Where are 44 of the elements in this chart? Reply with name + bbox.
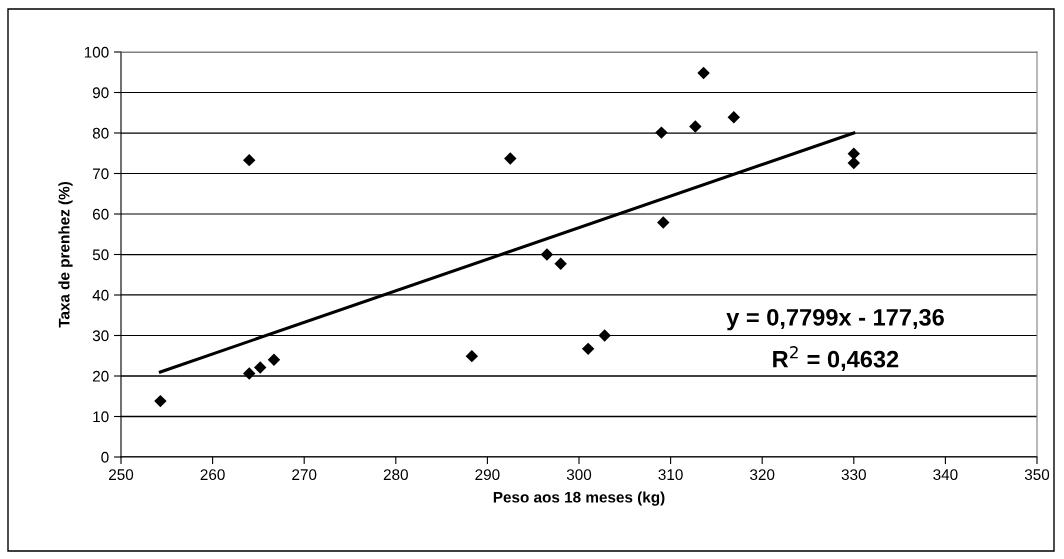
y-tick-label: 80 <box>92 127 109 139</box>
x-tick-label: 340 <box>933 469 958 481</box>
y-tick-label: 90 <box>92 87 109 99</box>
point <box>847 147 861 160</box>
annotation: y = 0,7799x - 177,36 <box>726 308 944 331</box>
point <box>847 156 861 170</box>
point <box>465 349 479 363</box>
point <box>581 342 595 356</box>
point <box>697 66 710 80</box>
point <box>655 126 668 139</box>
y-tick-label: 10 <box>93 411 109 423</box>
x-tick-label: 260 <box>200 469 225 481</box>
y-tick-label: 0 <box>101 451 109 463</box>
y-tick-label: 30 <box>92 330 109 342</box>
point <box>267 353 281 367</box>
point <box>598 329 611 342</box>
point <box>554 257 567 271</box>
x-tick-label: 320 <box>750 469 775 481</box>
point <box>727 110 741 124</box>
annotation: R$^{2}$ = 0,4632 <box>773 346 899 372</box>
x-tick-label: 270 <box>292 469 317 481</box>
x-tick-label: 280 <box>383 469 408 481</box>
y-tick-label: 40 <box>92 289 109 301</box>
y-tick-label: 100 <box>84 46 109 58</box>
y-axis-title: Taxa de prenhez (%) <box>58 181 73 328</box>
x-tick-label: 310 <box>658 469 683 481</box>
point <box>540 248 554 261</box>
x-tick-label: 300 <box>566 469 592 481</box>
point <box>154 394 167 408</box>
x-tick-label: 290 <box>475 469 500 481</box>
x-axis-title: Peso aos 18 meses (kg) <box>493 491 665 506</box>
point <box>657 216 670 229</box>
y-tick-label: 70 <box>92 168 109 180</box>
point <box>689 120 702 133</box>
y-tick-label: 20 <box>92 370 109 382</box>
point <box>504 152 517 165</box>
x-tick-label: 350 <box>1024 469 1050 481</box>
x-tick-label: 330 <box>841 469 866 481</box>
x-tick-label: 250 <box>109 469 134 481</box>
point <box>243 153 256 167</box>
point <box>243 367 256 380</box>
y-tick-label: 50 <box>92 249 109 261</box>
y-tick-label: 60 <box>92 208 109 220</box>
point <box>254 361 267 374</box>
